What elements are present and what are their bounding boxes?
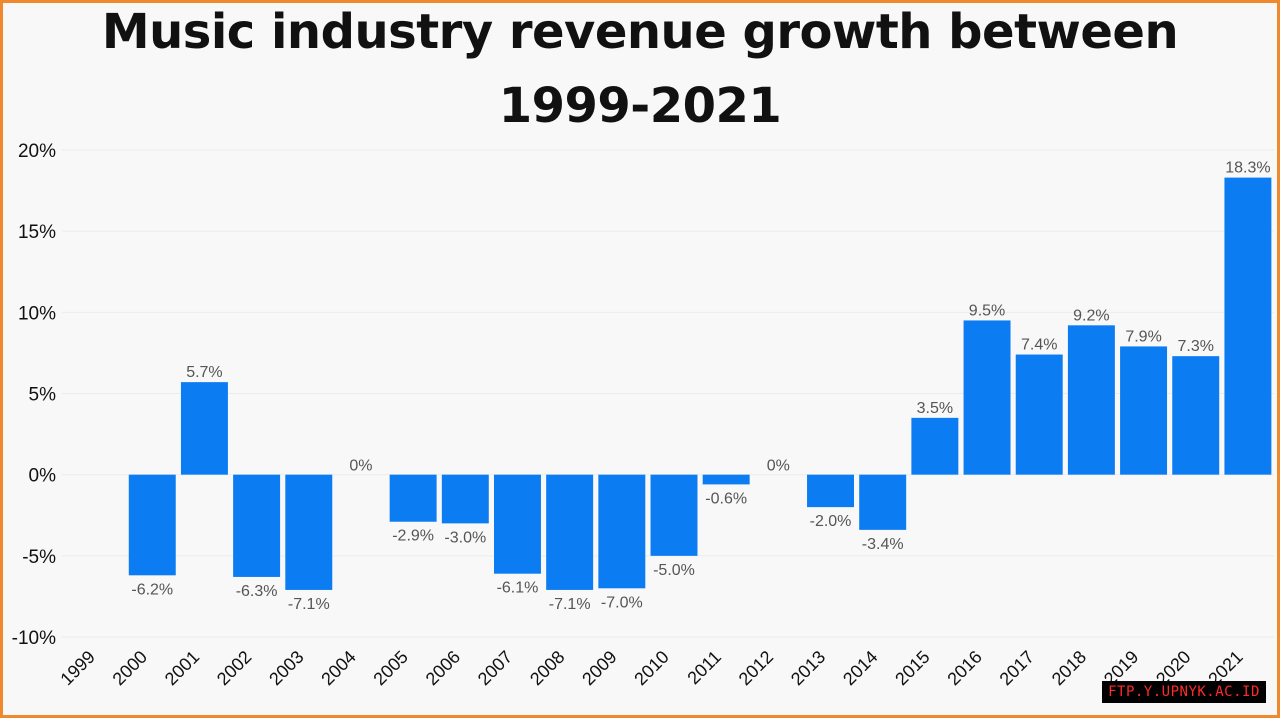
bar-2002	[233, 474, 281, 577]
data-label-2016: 9.5%	[969, 302, 1005, 319]
bar-2011	[702, 474, 750, 485]
data-label-2006: -3.0%	[444, 529, 486, 546]
x-tick-label-2016: 2016	[943, 647, 985, 689]
bars	[128, 177, 1272, 590]
data-label-2017: 7.4%	[1021, 337, 1057, 354]
x-tick-label-1999: 1999	[56, 647, 98, 689]
data-label-2021: 18.3%	[1225, 160, 1270, 177]
y-tick-label: 15%	[18, 222, 56, 243]
data-label-2007: -6.1%	[497, 580, 539, 597]
bar-2017	[1015, 354, 1063, 475]
bar-2007	[494, 474, 541, 574]
bar-2003	[285, 474, 333, 590]
data-label-2015: 3.5%	[917, 400, 953, 417]
x-axis-ticks: 1999 2000 2001 2002 2003 2004 2005 2006 2007 2008…	[56, 647, 1246, 689]
bar-2013	[807, 474, 854, 508]
bar-2015	[911, 417, 959, 475]
data-label-2008: -7.1%	[549, 596, 591, 613]
bar-2014	[859, 474, 907, 530]
data-label-2000: -6.2%	[131, 581, 173, 598]
x-tick-label-2004: 2004	[317, 647, 359, 689]
bar-2010	[650, 474, 698, 556]
x-tick-label-2001: 2001	[161, 647, 203, 689]
x-tick-label-2008: 2008	[526, 647, 568, 689]
x-tick-label-2005: 2005	[369, 647, 411, 689]
data-label-2019: 7.9%	[1125, 328, 1161, 345]
bar-2020	[1172, 356, 1220, 475]
y-tick-label: -10%	[12, 628, 56, 649]
data-label-2003: -7.1%	[288, 596, 330, 613]
data-label-2011: -0.6%	[705, 490, 747, 507]
bar-2008	[546, 474, 594, 590]
data-label-2020: 7.3%	[1178, 338, 1214, 355]
x-tick-label-2009: 2009	[578, 647, 620, 689]
x-tick-label-2000: 2000	[109, 647, 151, 689]
x-tick-label-2012: 2012	[735, 647, 777, 689]
bar-2000	[128, 474, 176, 576]
x-tick-label-2003: 2003	[265, 647, 307, 689]
bar-2001	[180, 382, 228, 475]
bar-2018	[1067, 325, 1115, 475]
data-label-2002: -6.3%	[236, 583, 278, 600]
x-tick-label-2018: 2018	[1048, 647, 1090, 689]
x-tick-label-2013: 2013	[787, 647, 829, 689]
x-tick-label-2011: 2011	[683, 647, 725, 689]
x-tick-label-2014: 2014	[839, 647, 881, 689]
x-tick-label-2007: 2007	[474, 647, 516, 689]
watermark: FTP.Y.UPNYK.AC.ID	[1102, 681, 1266, 703]
y-tick-label: 0%	[29, 466, 57, 487]
bar-2021	[1224, 177, 1272, 475]
y-axis-ticks: 20% 15% 10% 5% 0% -5% -10%	[12, 141, 56, 649]
data-label-2005: -2.9%	[392, 528, 434, 545]
data-label-2001: 5.7%	[186, 364, 222, 381]
x-tick-label-2006: 2006	[422, 647, 464, 689]
y-tick-label: 20%	[18, 141, 56, 162]
chart-title-line-1: Music industry revenue growth between	[101, 4, 1179, 60]
data-label-2004: 0%	[349, 458, 372, 475]
data-label-2010: -5.0%	[653, 562, 695, 579]
data-label-2014: -3.4%	[862, 536, 904, 553]
chart-title-line-2: 1999-2021	[498, 78, 782, 134]
y-tick-label: 10%	[18, 303, 56, 324]
data-label-2013: -2.0%	[810, 513, 852, 530]
bar-2006	[441, 474, 489, 524]
x-tick-label-2017: 2017	[996, 647, 1038, 689]
data-label-2018: 9.2%	[1073, 307, 1109, 324]
data-labels: -6.2% 5.7% -6.3% -7.1% 0% -2.9% -3.0% -6.1% -7.1…	[131, 160, 1270, 613]
x-tick-label-2002: 2002	[213, 647, 255, 689]
y-tick-label: 5%	[29, 385, 57, 406]
x-tick-label-2015: 2015	[891, 647, 933, 689]
bar-2005	[389, 474, 437, 522]
x-tick-label-2010: 2010	[630, 647, 672, 689]
bar-2019	[1120, 346, 1168, 475]
bar-2016	[963, 320, 1011, 475]
y-tick-label: -5%	[22, 547, 56, 568]
data-label-2009: -7.0%	[601, 594, 643, 611]
data-label-2012: 0%	[767, 458, 790, 475]
bar-2009	[598, 474, 646, 589]
